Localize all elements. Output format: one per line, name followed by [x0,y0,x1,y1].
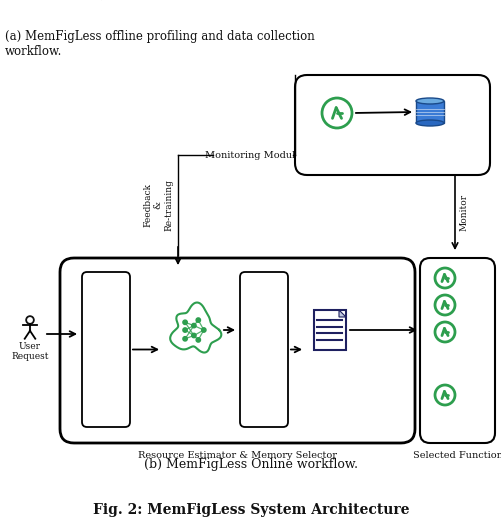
Text: .: . [453,356,460,375]
Circle shape [182,320,187,324]
Text: (b) MemFigLess Online workflow.: (b) MemFigLess Online workflow. [144,458,357,471]
Circle shape [196,318,200,322]
Text: m₁: m₁ [460,271,475,281]
Text: Store
Logs: Store Logs [417,131,442,151]
Circle shape [201,328,205,332]
Circle shape [191,333,196,338]
Text: Selected Function: Selected Function [412,451,501,460]
Text: .: . [453,372,460,391]
FancyBboxPatch shape [419,258,494,443]
Text: Optimal
Memory
Configuration: Optimal Memory Configuration [298,357,361,387]
Circle shape [196,338,200,342]
Ellipse shape [415,98,443,104]
Text: Monitor: Monitor [459,193,468,231]
Circle shape [191,323,196,328]
Text: RFR
Model
Prediction: RFR Model Prediction [171,360,218,390]
Text: Extract Payload: Extract Payload [101,313,110,386]
Text: .: . [453,364,460,383]
Text: Multi-Objective
Optimisation: Multi-Objective Optimisation [254,314,273,385]
Circle shape [182,337,187,341]
Text: m₂: m₂ [460,298,475,308]
Text: Resource Estimator & Memory Selector: Resource Estimator & Memory Selector [138,451,336,460]
FancyBboxPatch shape [82,272,130,427]
Text: Invoke: Invoke [367,315,398,324]
Text: User
Request: User Request [11,342,49,361]
Bar [313,310,345,350]
Polygon shape [338,310,345,317]
Text: Performance
Monitoring: Performance Monitoring [307,133,366,153]
Text: Fig. 2: MemFigLess System Architecture: Fig. 2: MemFigLess System Architecture [93,503,408,517]
FancyBboxPatch shape [60,258,414,443]
Ellipse shape [415,120,443,126]
Circle shape [182,328,187,332]
Text: m₃: m₃ [460,325,475,335]
Text: mᵢ: mᵢ [460,388,473,398]
Text: (a) MemFigLess offline profiling and data collection
workflow.: (a) MemFigLess offline profiling and dat… [5,30,314,58]
Text: Feedback
&
Re-training: Feedback & Re-training [143,179,173,231]
Bar [415,101,443,123]
FancyBboxPatch shape [239,272,288,427]
Text: Monitoring Module: Monitoring Module [204,151,301,160]
FancyBboxPatch shape [295,75,489,175]
